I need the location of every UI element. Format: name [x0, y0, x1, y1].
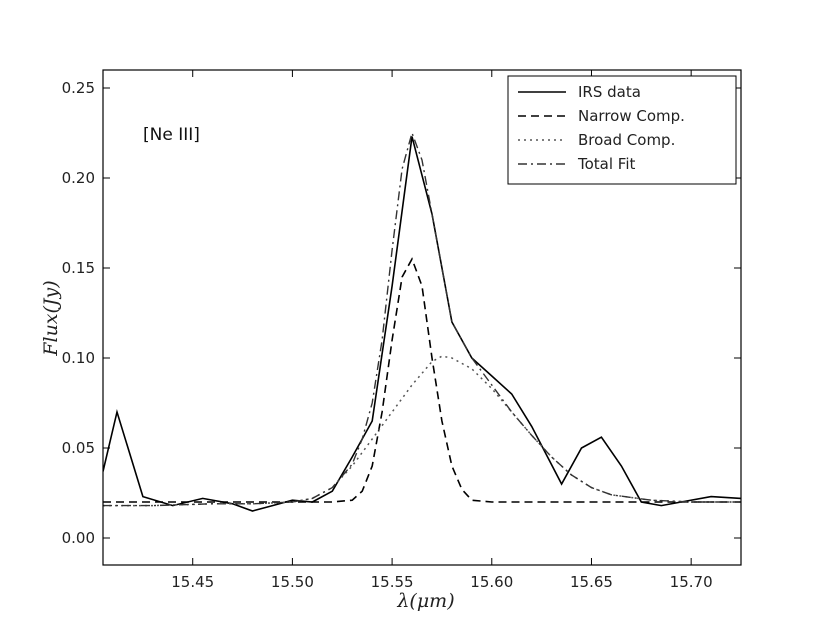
series-line-3 [103, 130, 741, 507]
series-line-0 [103, 136, 741, 512]
legend-box [507, 75, 737, 185]
legend-label-1: Narrow Comp. [578, 107, 685, 125]
y-tick-label: 0.20 [62, 169, 95, 187]
y-tick-label: 0.25 [62, 79, 95, 97]
x-axis-label: λ(μm) [396, 590, 454, 612]
legend-label-3: Total Fit [577, 155, 636, 173]
x-tick-label: 15.45 [171, 573, 214, 591]
y-axis-label: Flux(Jy) [40, 280, 62, 356]
x-tick-label: 15.50 [271, 573, 314, 591]
legend-label-0: IRS data [578, 83, 641, 101]
x-tick-label: 15.65 [570, 573, 613, 591]
y-tick-label: 0.10 [62, 349, 95, 367]
y-tick-label: 0.00 [62, 529, 95, 547]
x-tick-label: 15.60 [470, 573, 513, 591]
legend-label-2: Broad Comp. [578, 131, 675, 149]
x-tick-label: 15.55 [371, 573, 414, 591]
series-line-1 [103, 257, 741, 503]
y-tick-label: 0.05 [62, 439, 95, 457]
legend: IRS data Narrow Comp. Broad Comp. Total Fit [507, 75, 737, 185]
ticks-layer: 15.45 15.50 15.55 15.60 15.65 15.70 0.00 0.05 0.… [62, 70, 741, 591]
y-tick-label: 0.15 [62, 259, 95, 277]
plot-frame [102, 69, 742, 566]
annotation-label: [Ne III] [143, 125, 200, 145]
x-tick-label: 15.70 [670, 573, 713, 591]
series-layer [103, 130, 741, 512]
